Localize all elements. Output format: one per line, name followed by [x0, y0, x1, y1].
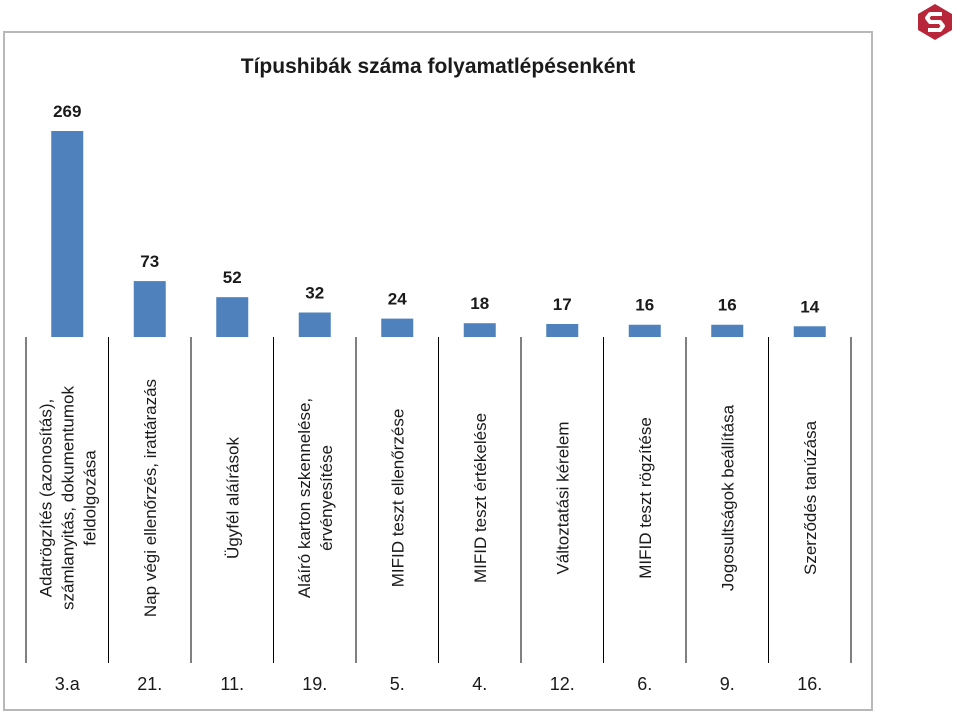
bar	[216, 297, 249, 337]
step-code-label: 6.	[637, 674, 652, 694]
bar	[546, 323, 579, 337]
category-labels-layer: Adatrögzítés (azonosítás), számlanyitás, …	[36, 379, 820, 617]
value-label: 14	[800, 297, 819, 316]
bar	[628, 324, 661, 337]
category-label: MIFID teszt rögzítése	[636, 417, 655, 579]
category-label: Ügyfél aláírások	[223, 437, 242, 559]
category-label-line: Változtatási kérelem	[553, 421, 572, 574]
chart-title: Típushibák száma folyamatlépésenként	[241, 55, 635, 78]
bars-layer	[51, 131, 826, 337]
category-label: Nap végi ellenőrzés, irattárazás	[141, 379, 160, 617]
category-label-line: Jogosultságok beállítása	[718, 404, 737, 591]
category-label: Aláíró karton szkennelése, érvényesítése	[295, 398, 336, 598]
category-label-line: Nap végi ellenőrzés, irattárazás	[141, 379, 160, 617]
code-labels-layer: 3.a 21. 11. 19. 5. 4. 12. 6. 9. 16.	[55, 674, 823, 694]
step-code-label: 19.	[302, 674, 327, 694]
category-label: Adatrögzítés (azonosítás), számlanyitás, …	[36, 386, 99, 610]
category-label-line: Szerződés tanúzása	[801, 420, 820, 575]
bar	[298, 312, 331, 337]
category-label-line: számlanyitás, dokumentumok	[58, 386, 77, 610]
bar	[133, 281, 166, 337]
value-label: 16	[635, 296, 654, 315]
category-label-line: Ügyfél aláírások	[223, 437, 242, 559]
category-label: Jogosultságok beállítása	[718, 404, 737, 591]
step-code-label: 4.	[472, 674, 487, 694]
value-labels-layer: 269 73 52 32 24 18 17 16 16 14	[53, 102, 820, 316]
value-label: 24	[388, 290, 407, 309]
category-label-line: Aláíró karton szkennelése,	[295, 398, 314, 598]
value-label: 52	[223, 268, 242, 287]
logo-s-shape	[918, 4, 952, 40]
bar	[381, 318, 414, 337]
bar	[51, 131, 84, 337]
value-label: 32	[305, 283, 324, 302]
category-label: Változtatási kérelem	[553, 421, 572, 574]
step-code-label: 12.	[550, 674, 575, 694]
step-code-label: 9.	[720, 674, 735, 694]
bar	[793, 326, 826, 337]
bar	[463, 323, 496, 337]
value-label: 18	[470, 294, 489, 313]
category-label-line: érvényesítése	[317, 445, 336, 551]
category-label-line: feldolgozása	[80, 450, 99, 546]
step-code-label: 11.	[220, 674, 244, 694]
value-label: 73	[140, 252, 159, 271]
value-label: 17	[553, 295, 572, 314]
category-label: MIFID teszt ellenőrzése	[388, 409, 407, 588]
category-label-line: MIFID teszt értékelése	[471, 413, 490, 583]
value-label: 269	[53, 102, 81, 121]
logo-icon	[915, 2, 955, 42]
category-label-line: MIFID teszt ellenőrzése	[388, 409, 407, 588]
category-label-line: Adatrögzítés (azonosítás),	[36, 399, 55, 597]
step-code-label: 16.	[797, 674, 822, 694]
step-code-label: 3.a	[55, 674, 81, 694]
chart-frame	[3, 31, 873, 711]
step-code-label: 5.	[390, 674, 405, 694]
bar	[711, 324, 744, 337]
step-code-label: 21.	[137, 674, 162, 694]
category-separators	[25, 337, 852, 663]
category-label: Szerződés tanúzása	[801, 420, 820, 575]
category-label: MIFID teszt értékelése	[471, 413, 490, 583]
value-label: 16	[718, 296, 737, 315]
category-label-line: MIFID teszt rögzítése	[636, 417, 655, 579]
